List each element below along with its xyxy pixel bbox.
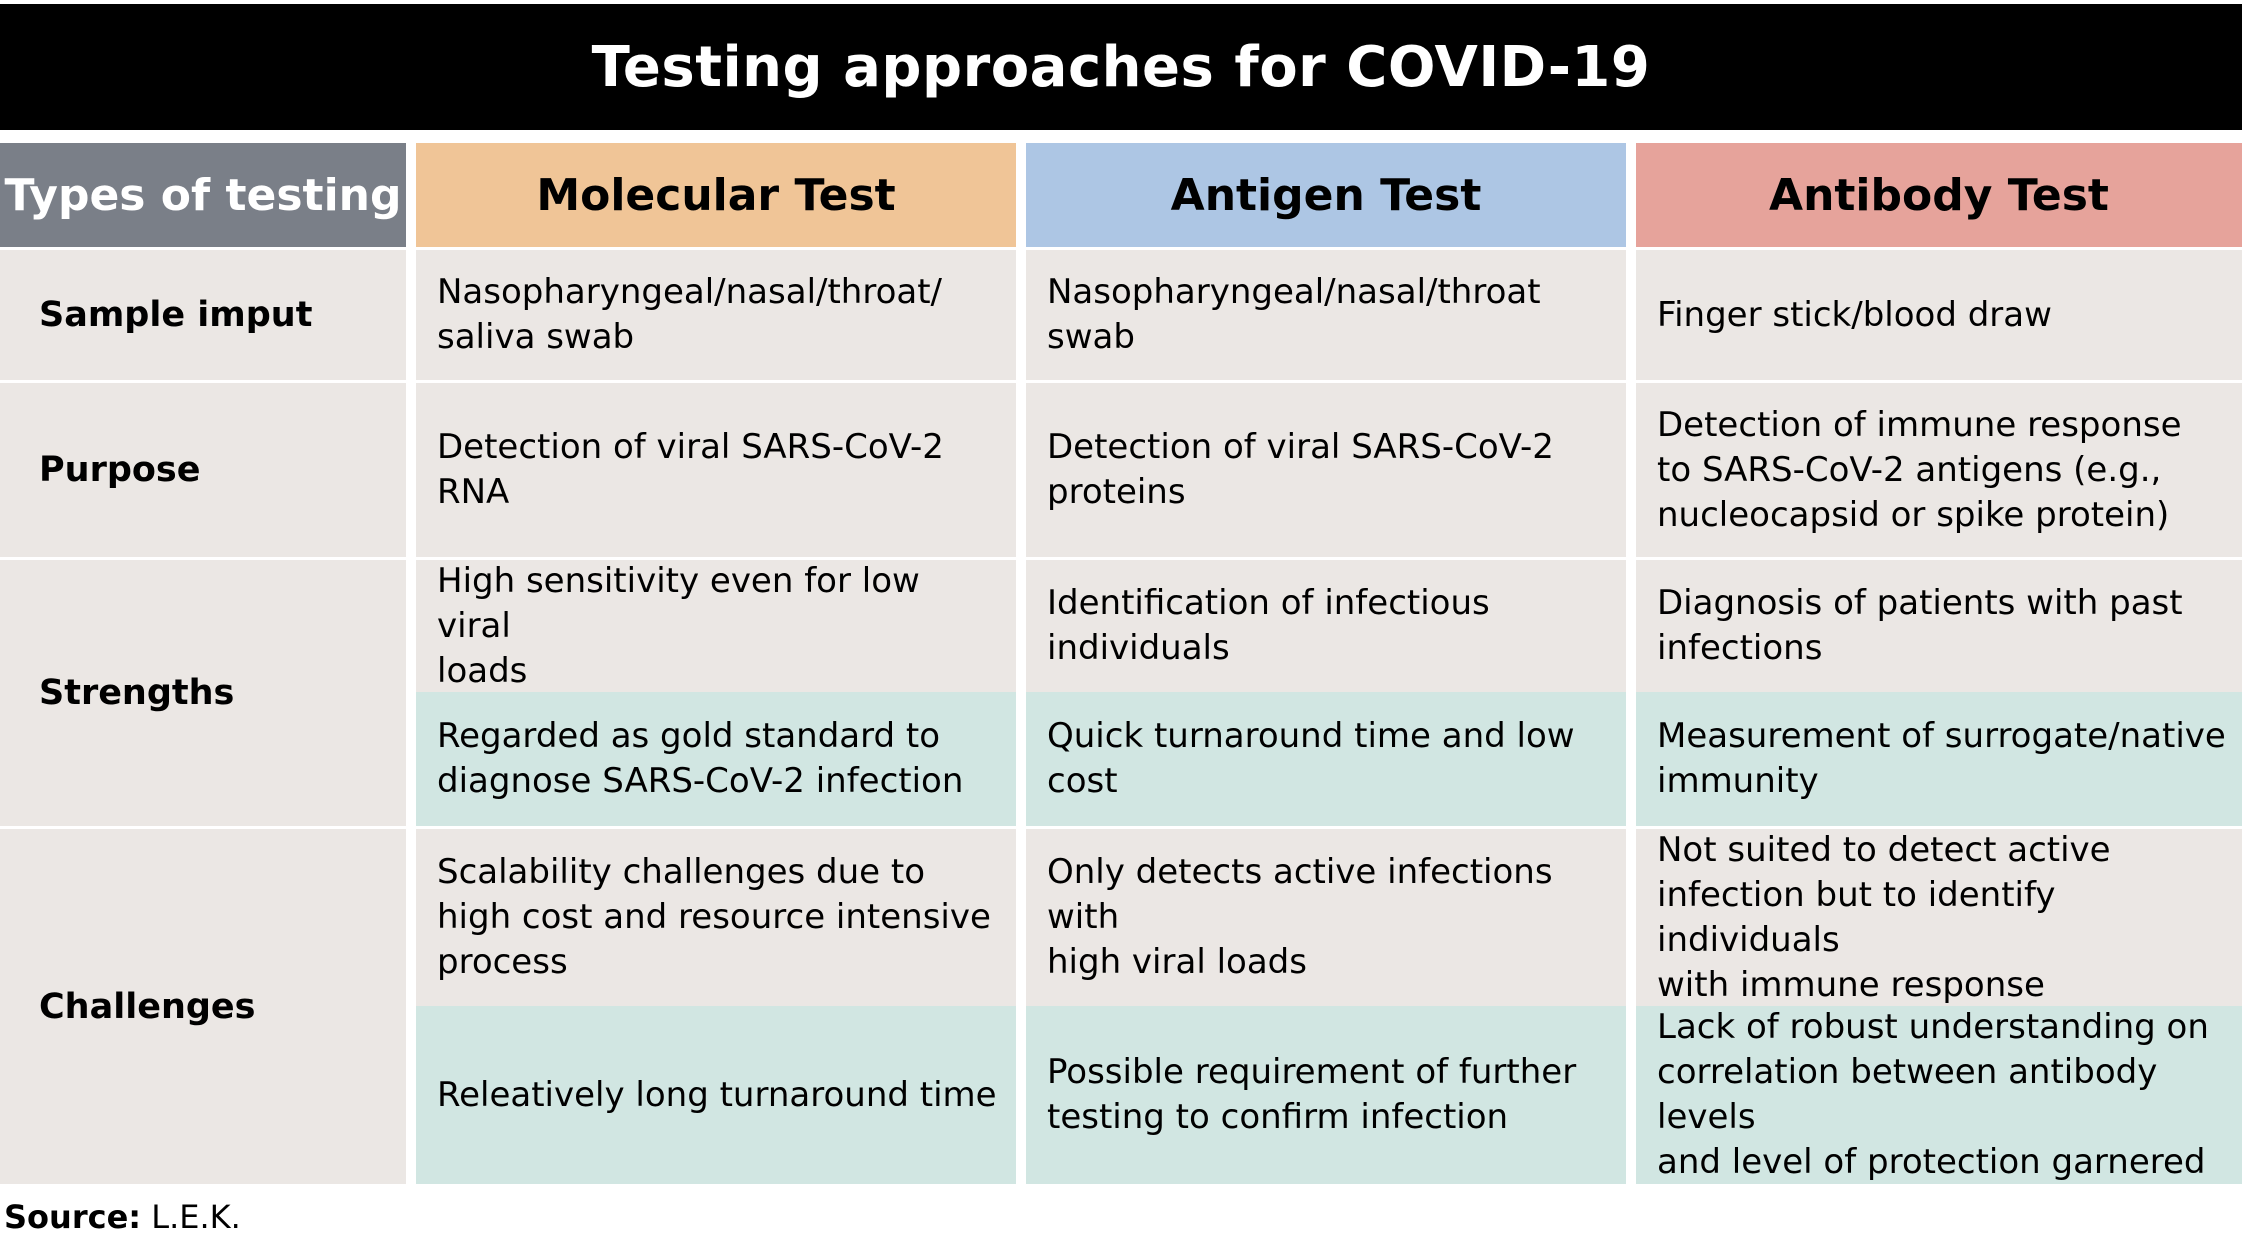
purpose-antigen-cell: Detection of viral SARS-CoV-2 proteins [1026,383,1626,557]
cell-text: High sensitivity even for low viral load… [437,560,920,691]
cell-text: Possible requirement of further testing … [1047,1052,1577,1137]
sample-molecular-cell: Nasopharyngeal/nasal/throat/ saliva swab [416,250,1016,380]
challenges-1-antigen-cell: Only detects active infections with high… [1026,829,1626,1006]
purpose-antibody-cell: Detection of immune response to SARS-CoV… [1636,383,2242,557]
cell-text: Only detects active infections with high… [1047,852,1553,982]
title-bar: Testing approaches for COVID-19 [0,4,2242,130]
header-antigen-test: Antigen Test [1026,143,1626,247]
strengths-1-antigen-cell: Identification of infectious individuals [1026,560,1626,692]
cell-text: Regarded as gold standard to diagnose SA… [437,716,964,801]
challenges-2-antibody-cell: Lack of robust understanding on correlat… [1636,1006,2242,1184]
challenges-2-antigen-cell: Possible requirement of further testing … [1026,1006,1626,1184]
source-label: Source: [4,1198,142,1236]
cell-text: Scalability challenges due to high cost … [437,852,991,982]
cell-text: Nasopharyngeal/nasal/throat/ saliva swab [437,272,943,357]
cell-text: Quick turnaround time and low cost [1047,716,1575,801]
page-title: Testing approaches for COVID-19 [591,34,1651,100]
cell-text: Nasopharyngeal/nasal/throat swab [1047,272,1541,357]
strengths-1-molecular-cell: High sensitivity even for low viral load… [416,560,1016,692]
strengths-1-antibody-cell: Diagnosis of patients with past infectio… [1636,560,2242,692]
cell-text: Diagnosis of patients with past infectio… [1657,583,2183,668]
row-label-strengths: Strengths [0,560,406,826]
cell-text: Not suited to detect active infection bu… [1657,829,2111,1005]
header-types-of-testing: Types of testing [0,143,406,247]
challenges-2-molecular-cell: Releatively long turnaround time [416,1006,1016,1184]
strengths-2-molecular-cell: Regarded as gold standard to diagnose SA… [416,692,1016,826]
cell-text: Releatively long turnaround time [437,1074,997,1115]
cell-text: Identification of infectious individuals [1047,583,1490,668]
source-note: Source: L.E.K. [4,1198,241,1236]
source-text: L.E.K. [141,1198,241,1236]
cell-text: Measurement of surrogate/native immunity [1657,716,2226,801]
purpose-molecular-cell: Detection of viral SARS-CoV-2 RNA [416,383,1016,557]
row-label-challenges: Challenges [0,829,406,1184]
cell-text: Detection of immune response to SARS-CoV… [1657,404,2182,535]
row-label-purpose: Purpose [0,383,406,557]
strengths-2-antigen-cell: Quick turnaround time and low cost [1026,692,1626,826]
sample-antigen-cell: Nasopharyngeal/nasal/throat swab [1026,250,1626,380]
challenges-1-antibody-cell: Not suited to detect active infection bu… [1636,829,2242,1006]
sample-antibody-cell: Finger stick/blood draw [1636,250,2242,380]
cell-text: Detection of viral SARS-CoV-2 RNA [437,427,944,512]
header-antibody-test: Antibody Test [1636,143,2242,247]
header-molecular-test: Molecular Test [416,143,1016,247]
cell-text: Finger stick/blood draw [1657,294,2052,335]
row-label-sample-input: Sample imput [0,250,406,380]
cell-text: Lack of robust understanding on correlat… [1657,1007,2209,1182]
strengths-2-antibody-cell: Measurement of surrogate/native immunity [1636,692,2242,826]
cell-text: Detection of viral SARS-CoV-2 proteins [1047,427,1554,512]
challenges-1-molecular-cell: Scalability challenges due to high cost … [416,829,1016,1006]
